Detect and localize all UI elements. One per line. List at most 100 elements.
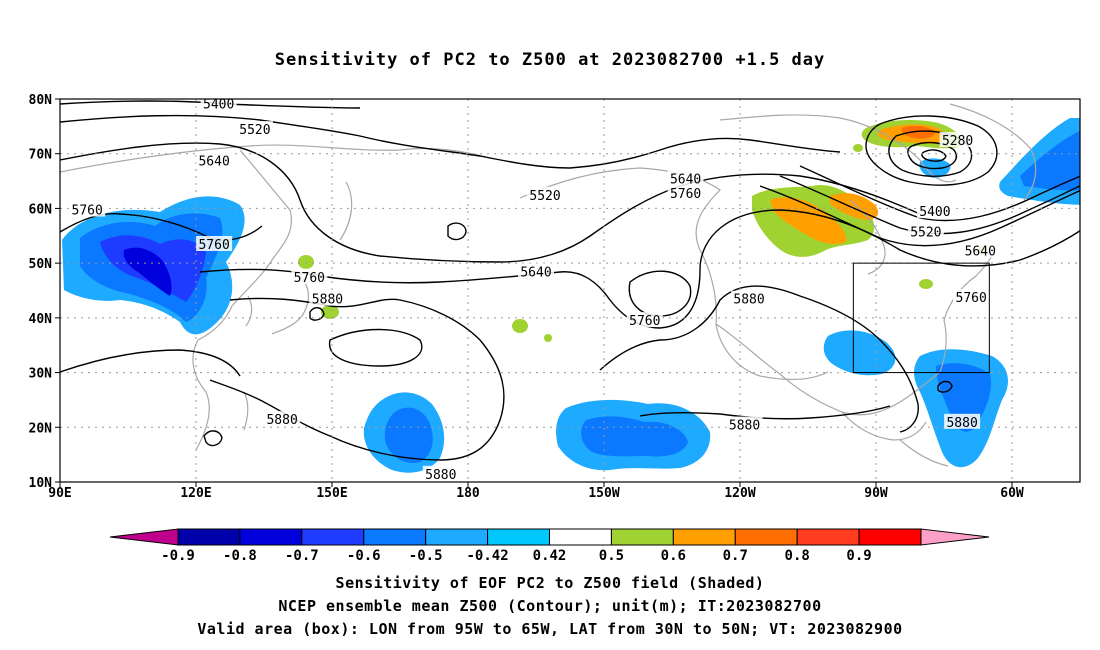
contour-label: 5640 xyxy=(198,154,229,169)
coast-greenland xyxy=(949,103,1037,201)
colorbar-swatch xyxy=(610,528,674,546)
lon-tick-label: 150W xyxy=(588,486,619,501)
colorbar-swatch xyxy=(672,528,736,546)
contour-label-bg xyxy=(196,152,233,168)
contour-low-pacific xyxy=(447,222,467,241)
contour-label-bg xyxy=(69,201,106,217)
lon-tick-label: 60W xyxy=(1000,486,1024,501)
contour-label: 5280 xyxy=(942,134,973,149)
colorbar-label: -0.9 xyxy=(161,548,195,564)
negative-region-us-southeast xyxy=(823,330,896,376)
contour-jet-1 xyxy=(759,185,1080,247)
lat-tick-label: 70N xyxy=(29,148,53,163)
positive-region-small-1 xyxy=(298,255,314,269)
footer-line-3: Valid area (box): LON from 95W to 65W, L… xyxy=(197,620,903,638)
contour-5760-west xyxy=(60,212,263,241)
contour-label-bg xyxy=(626,312,663,328)
contour-label: 5400 xyxy=(919,205,950,220)
colorbar-swatch xyxy=(177,528,241,546)
positive-region-greenland-red xyxy=(901,125,936,139)
contour-high-pacific xyxy=(328,328,423,367)
colorbar-label: 0.8 xyxy=(785,548,810,564)
lon-tick-label: 90E xyxy=(48,486,71,501)
positive-region-canada-orange xyxy=(770,197,847,245)
colorbar-swatch xyxy=(425,528,489,546)
colorbar-label: 0.7 xyxy=(723,548,748,564)
contour-label: 5880 xyxy=(425,468,456,483)
colorbar-swatch xyxy=(301,528,365,546)
contour-low-greenland-4 xyxy=(921,149,947,162)
contour-label: 5760 xyxy=(198,238,229,253)
colorbar-swatch xyxy=(239,528,303,546)
colorbar-label: 0.5 xyxy=(599,548,624,564)
contour-label-bg xyxy=(527,186,564,202)
footer-line-2: NCEP ensemble mean Z500 (Contour); unit(… xyxy=(278,597,822,615)
footer-line-1: Sensitivity of EOF PC2 to Z500 field (Sh… xyxy=(335,574,765,592)
coast-kamchatka xyxy=(339,181,353,241)
negative-region-east-asia-deep xyxy=(123,247,172,296)
lat-tick-label: 80N xyxy=(29,93,53,108)
contour-5520 xyxy=(60,114,841,169)
contour-jet-2 xyxy=(779,175,1080,235)
contour-label-bg xyxy=(939,132,976,148)
contour-label: 5760 xyxy=(956,291,987,306)
contour-5880-south xyxy=(639,405,891,420)
valid-area-box xyxy=(852,262,990,374)
coast-asia-north xyxy=(60,144,491,173)
contour-label: 5520 xyxy=(529,189,560,204)
contour-5880-main xyxy=(209,297,505,461)
positive-region-small-7 xyxy=(853,144,863,152)
lat-tick-label: 60N xyxy=(29,202,53,217)
contour-label: 5760 xyxy=(629,314,660,329)
colorbar: -0.9 -0.8 -0.7 -0.6 -0.5 -0.42 0.42 0.5 0.6 0.7 0.… xyxy=(109,528,990,564)
contour-label: 5520 xyxy=(239,123,270,138)
colorbar-min-extension xyxy=(109,528,179,546)
coast-gulf-mexico xyxy=(841,411,927,441)
contour-label: 5880 xyxy=(266,413,297,428)
colorbar-label: -0.6 xyxy=(347,548,381,564)
contour-label: 5880 xyxy=(733,293,764,308)
colorbar-label: -0.8 xyxy=(223,548,257,564)
contour-label-bg xyxy=(667,185,704,201)
colorbar-label: -0.42 xyxy=(467,548,509,564)
contour-label: 5760 xyxy=(670,187,701,202)
positive-region-small-2 xyxy=(321,305,339,319)
contour-label: 5760 xyxy=(72,204,103,219)
negative-region-pacific-central-core xyxy=(581,416,688,457)
lat-tick-label: 50N xyxy=(29,257,53,272)
contour-label: 5760 xyxy=(294,271,325,286)
coast-alaska xyxy=(519,167,829,381)
coast-japan xyxy=(271,271,309,335)
colorbar-swatch xyxy=(549,528,612,546)
contour-label: 5880 xyxy=(946,416,977,431)
longitude-axis: 90E 120E 150E 180 150W 120W 90W 60W xyxy=(48,482,1024,501)
colorbar-swatch xyxy=(796,528,860,546)
contour-label-bg xyxy=(291,268,328,284)
contour-label-bg xyxy=(953,289,990,305)
contour-label-bg xyxy=(726,416,763,432)
colorbar-swatch xyxy=(487,528,551,546)
contour-label-bg xyxy=(196,235,233,251)
positive-region-small-5 xyxy=(919,279,933,289)
contour-label-bg xyxy=(309,290,346,306)
coast-asia-east xyxy=(192,149,292,451)
coast-philippines xyxy=(243,391,249,431)
lat-tick-label: 10N xyxy=(29,476,53,491)
colorbar-swatch xyxy=(734,528,798,546)
positive-region-small-4 xyxy=(544,334,552,342)
contour-small-low-3 xyxy=(937,380,953,393)
colorbar-label: 0.9 xyxy=(846,548,871,564)
lon-tick-label: 150E xyxy=(316,486,347,501)
plot-frame xyxy=(59,98,1081,483)
lon-tick-label: 120E xyxy=(180,486,211,501)
figure-title: Sensitivity of PC2 to Z500 at 2023082700… xyxy=(274,50,826,70)
contour-label-bg xyxy=(518,263,554,279)
coast-caribbean xyxy=(899,439,949,467)
colorbar-label: 0.42 xyxy=(533,548,567,564)
colorbar-label: -0.7 xyxy=(285,548,319,564)
colorbar-max-extension xyxy=(920,528,990,546)
contour-label: 5880 xyxy=(312,293,343,308)
lat-tick-label: 20N xyxy=(29,421,53,436)
